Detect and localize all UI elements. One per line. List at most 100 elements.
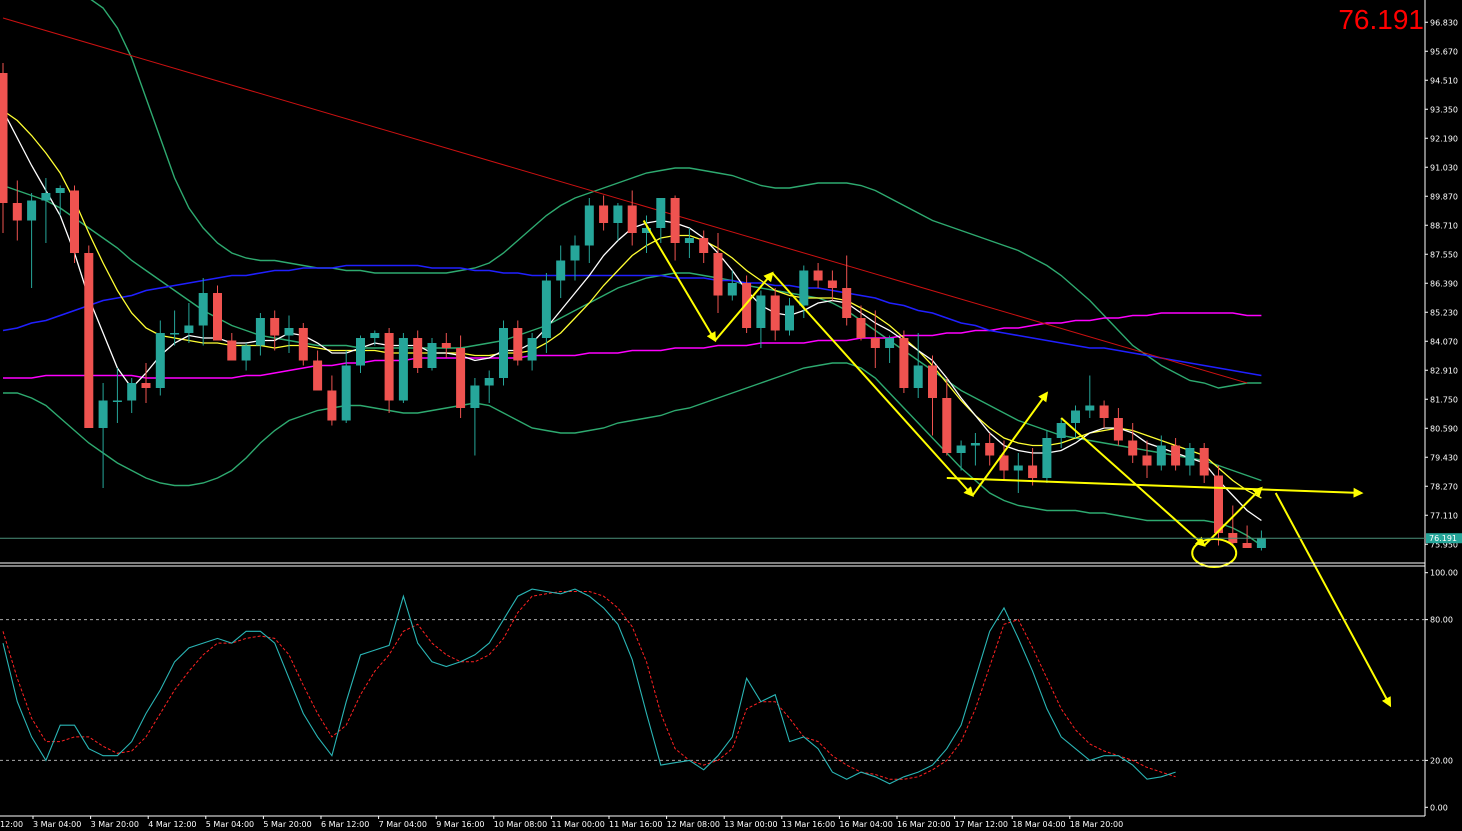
bollinger-mid-line (2, 184, 1262, 482)
candle (1071, 405, 1080, 438)
candle-body (684, 238, 694, 243)
candle-body (255, 318, 265, 346)
candle-body (899, 338, 909, 388)
candle (942, 378, 952, 456)
candle-body (155, 333, 165, 388)
candle-body (227, 340, 237, 361)
candle-body (613, 205, 623, 223)
candle (227, 333, 237, 361)
candle (513, 320, 523, 366)
stoch-tick-label: 0.00 (1430, 803, 1448, 812)
annotations (642, 219, 1392, 708)
candle-body (484, 378, 494, 386)
candle-body (670, 198, 680, 243)
price-tick-label: 91.030 (1430, 163, 1458, 172)
candle (1056, 418, 1066, 448)
candle (856, 305, 866, 341)
time-axis-label: 11 Mar 00:00 (551, 820, 604, 829)
candle (1199, 443, 1209, 483)
candle-body (556, 260, 566, 281)
annotation-arrow (642, 219, 717, 343)
candle (956, 440, 966, 471)
candle-body (141, 383, 151, 388)
candle (1185, 443, 1195, 476)
time-axis-label: 11 Mar 16:00 (609, 820, 662, 829)
candle-body (456, 348, 466, 408)
resistance-trendline (2, 17, 1248, 384)
ma-slow-line (2, 109, 1262, 499)
candle (141, 363, 151, 403)
candle (899, 330, 909, 393)
time-axis-label: 16 Mar 20:00 (897, 820, 950, 829)
candle (541, 273, 551, 353)
candle-body (584, 205, 594, 246)
time-axis-label: 6 Mar 12:00 (321, 820, 369, 829)
time-axis-label: 12:00 (0, 820, 23, 829)
time-axis-label: 9 Mar 16:00 (436, 820, 484, 829)
candle-body (327, 390, 337, 421)
annotation-arrow (1274, 492, 1392, 708)
candle (885, 335, 895, 363)
candle-body (1071, 410, 1080, 423)
candle (584, 198, 594, 263)
candle-body (98, 400, 108, 428)
candle (155, 320, 165, 396)
time-axis-label: 3 Mar 20:00 (91, 820, 139, 829)
price-tick-label: 95.670 (1430, 47, 1458, 56)
candle (198, 278, 208, 346)
candles (0, 63, 1266, 551)
candle-body (885, 338, 895, 348)
candle (27, 193, 37, 288)
candle (656, 198, 666, 243)
stochastic-panel: 100.00 80.00 20.00 0.00 (0, 569, 1458, 812)
candle-body (313, 360, 323, 391)
candle-body (398, 338, 408, 401)
candle (842, 255, 852, 326)
candle (84, 245, 94, 428)
candle (284, 315, 294, 353)
price-tick-label: 78.270 (1430, 482, 1458, 491)
candle-body (1256, 538, 1266, 548)
candle (1013, 453, 1023, 493)
candle (98, 383, 108, 488)
candle-body (284, 328, 294, 336)
candle-body (913, 365, 923, 388)
candle (398, 333, 408, 403)
time-axis-label: 3 Mar 04:00 (33, 820, 81, 829)
candle-body (1013, 465, 1023, 471)
bottom-circle (1191, 538, 1238, 568)
candle-body (1185, 448, 1195, 466)
annotation-arrow (714, 271, 774, 342)
candle (928, 355, 937, 436)
candle-body (756, 295, 766, 328)
candle-body (770, 295, 780, 331)
candle-body (956, 445, 966, 453)
candle (341, 350, 351, 423)
price-tick-label: 77.110 (1430, 511, 1458, 520)
time-axis-label: 18 Mar 04:00 (1012, 820, 1065, 829)
trendline-layer (2, 17, 1248, 384)
candle-body (656, 198, 666, 228)
price-tick-label: 92.190 (1430, 134, 1458, 143)
candle-body (127, 383, 137, 401)
bollinger-upper-line (90, 0, 1262, 389)
time-axis-label: 18 Mar 20:00 (1070, 820, 1123, 829)
candle (1142, 440, 1152, 478)
candle-body (499, 328, 508, 378)
candle (241, 343, 251, 371)
candle (413, 330, 423, 373)
price-tick-label: 82.910 (1430, 366, 1458, 375)
annotation-arrow (1203, 486, 1263, 547)
candle (699, 230, 709, 263)
current-price-box-label: 76.191 (1429, 534, 1457, 543)
candle (441, 333, 451, 358)
candle-body (27, 200, 37, 221)
candle (684, 228, 694, 258)
candle-body (856, 318, 866, 338)
candle-body (1113, 418, 1123, 441)
candle-body (170, 333, 180, 335)
current-price-box (1426, 533, 1462, 544)
candle-body (999, 455, 1009, 471)
